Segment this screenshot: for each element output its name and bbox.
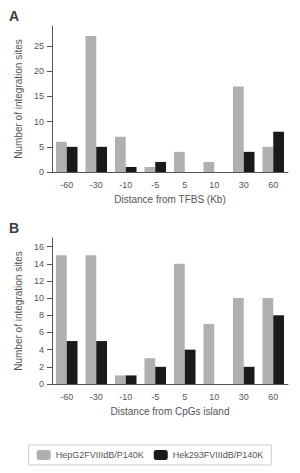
svg-text:-10: -10 — [119, 180, 132, 190]
svg-text:-5: -5 — [151, 180, 159, 190]
svg-text:30: 30 — [239, 180, 249, 190]
svg-text:0: 0 — [39, 167, 44, 177]
svg-text:HepG2FVIIIdB/P140K: HepG2FVIIIdB/P140K — [56, 450, 144, 460]
svg-text:8: 8 — [39, 310, 44, 320]
svg-text:25: 25 — [34, 41, 44, 51]
svg-text:10: 10 — [209, 180, 219, 190]
svg-text:14: 14 — [34, 259, 44, 269]
svg-text:0: 0 — [39, 379, 44, 389]
svg-text:B: B — [9, 220, 19, 236]
svg-text:60: 60 — [268, 392, 278, 402]
svg-text:Number of integration sites: Number of integration sites — [13, 251, 24, 371]
svg-text:A: A — [9, 8, 19, 24]
svg-text:-10: -10 — [119, 392, 132, 402]
svg-text:-30: -30 — [90, 392, 103, 402]
svg-text:-60: -60 — [60, 180, 73, 190]
svg-text:Distance from TFBS (Kb): Distance from TFBS (Kb) — [114, 194, 226, 205]
svg-text:20: 20 — [34, 66, 44, 76]
svg-text:Distance from CpGs island: Distance from CpGs island — [111, 406, 230, 417]
svg-text:10: 10 — [209, 392, 219, 402]
svg-text:5: 5 — [182, 392, 187, 402]
svg-text:10: 10 — [34, 293, 44, 303]
svg-text:15: 15 — [34, 91, 44, 101]
svg-text:10: 10 — [34, 117, 44, 127]
svg-text:-30: -30 — [90, 180, 103, 190]
svg-text:60: 60 — [268, 180, 278, 190]
svg-text:30: 30 — [239, 392, 249, 402]
svg-text:5: 5 — [39, 142, 44, 152]
svg-text:4: 4 — [39, 345, 44, 355]
svg-text:6: 6 — [39, 327, 44, 337]
svg-text:2: 2 — [39, 362, 44, 372]
svg-text:16: 16 — [34, 242, 44, 252]
svg-text:Number of integration sites: Number of integration sites — [13, 39, 24, 159]
svg-text:-5: -5 — [151, 392, 159, 402]
svg-text:Hek293FVIIIdB/P140K: Hek293FVIIIdB/P140K — [173, 450, 264, 460]
svg-text:5: 5 — [182, 180, 187, 190]
svg-text:12: 12 — [34, 276, 44, 286]
svg-text:-60: -60 — [60, 392, 73, 402]
